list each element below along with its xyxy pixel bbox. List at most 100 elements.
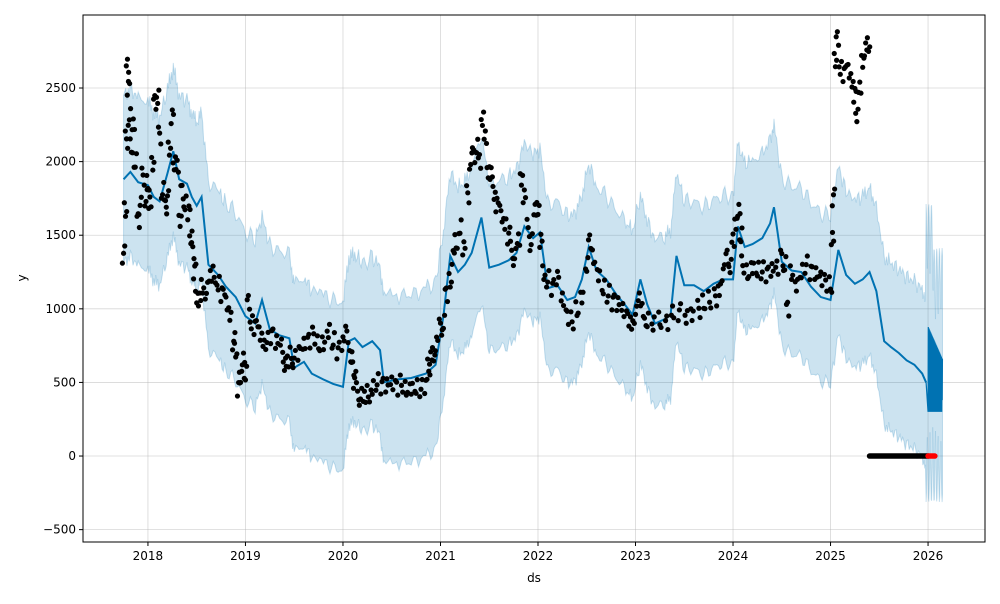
actual-point	[545, 279, 551, 285]
actual-point	[144, 172, 150, 179]
actual-point	[488, 165, 494, 171]
actual-point	[790, 272, 796, 278]
actual-point	[352, 375, 358, 381]
forecast-line	[122, 151, 928, 389]
actual-point	[853, 110, 859, 116]
actual-point	[845, 61, 851, 68]
actual-point	[804, 253, 810, 259]
actual-point	[237, 379, 244, 386]
actual-point	[727, 270, 733, 276]
actual-point	[150, 167, 156, 173]
actual-point	[124, 56, 131, 62]
actual-point	[425, 356, 431, 362]
actual-point	[546, 267, 552, 274]
actual-point	[639, 300, 645, 307]
actual-point	[350, 359, 356, 365]
actual-point	[287, 344, 293, 350]
forecast-oscillation	[925, 327, 944, 412]
actual-point	[739, 225, 745, 231]
actual-point	[178, 213, 184, 219]
actual-point	[170, 111, 177, 118]
actual-point	[248, 326, 254, 332]
actual-point	[431, 358, 437, 364]
actual-point	[195, 303, 202, 309]
actual-point	[760, 259, 767, 265]
actual-point	[436, 316, 442, 322]
actual-point	[664, 313, 670, 319]
actual-point	[763, 279, 769, 285]
actual-point	[851, 99, 857, 105]
actual-point	[292, 347, 298, 354]
actual-point	[198, 297, 204, 304]
actual-point	[136, 211, 142, 218]
actual-point	[705, 288, 712, 294]
y-tick-label: 2000	[45, 155, 76, 169]
actual-point	[711, 286, 717, 292]
actual-point	[620, 300, 626, 307]
actual-point	[175, 169, 181, 175]
actual-point	[785, 299, 791, 305]
actual-point	[850, 78, 856, 85]
actual-point	[408, 391, 414, 397]
actual-point	[716, 292, 722, 299]
actual-point	[208, 278, 215, 284]
actual-point	[513, 245, 519, 252]
actual-point	[605, 293, 611, 299]
actual-point	[690, 308, 696, 314]
actual-point	[773, 264, 779, 270]
actual-point	[124, 92, 130, 98]
actual-point	[220, 286, 226, 292]
actual-point	[465, 190, 471, 196]
actual-point	[831, 238, 837, 244]
actual-point	[131, 126, 138, 133]
actual-point	[281, 367, 288, 374]
actual-point	[277, 342, 283, 348]
actual-point	[475, 136, 481, 142]
actual-point	[554, 268, 561, 275]
actual-point	[621, 313, 627, 320]
actual-point	[187, 233, 193, 239]
actual-point	[823, 277, 829, 283]
actual-point	[146, 187, 152, 193]
actual-point	[835, 42, 842, 48]
actual-point	[697, 314, 703, 321]
actual-point	[138, 194, 144, 200]
actual-point	[270, 326, 276, 332]
actual-point	[721, 262, 728, 268]
actual-point	[627, 314, 634, 320]
actual-point	[345, 340, 351, 346]
actual-point	[741, 270, 747, 276]
actual-point	[443, 285, 449, 291]
actual-point	[284, 353, 290, 359]
actual-point	[368, 387, 374, 393]
actual-point	[529, 231, 535, 237]
actual-point	[472, 160, 478, 166]
actual-point	[123, 63, 129, 69]
actual-point	[829, 203, 835, 209]
actual-point	[227, 317, 233, 323]
actual-point	[256, 324, 262, 330]
actual-point	[413, 390, 419, 396]
actual-point	[458, 217, 464, 223]
actual-point	[629, 326, 635, 332]
actual-point	[249, 313, 256, 319]
actual-point	[130, 116, 136, 122]
actual-point	[278, 336, 285, 342]
axis-ticks: 2018 2019 2020 2021 2022 2023 2024 2025 2026 −500…	[43, 81, 943, 563]
actual-point	[819, 283, 825, 289]
x-tick-label: 2023	[620, 549, 651, 563]
actual-point	[858, 90, 864, 96]
actual-point	[384, 376, 390, 382]
actual-point	[548, 292, 555, 298]
actual-point	[573, 299, 579, 305]
actual-point	[587, 232, 593, 238]
actual-point	[632, 311, 639, 317]
actual-point	[201, 285, 207, 291]
actual-point	[349, 349, 355, 355]
actual-point	[263, 346, 269, 353]
actual-point	[769, 260, 775, 267]
actual-point	[389, 374, 395, 380]
x-tick-label: 2019	[230, 549, 261, 563]
actual-point	[285, 364, 292, 370]
actual-point	[682, 312, 688, 318]
